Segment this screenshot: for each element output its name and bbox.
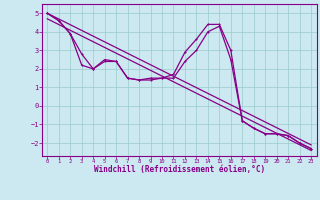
X-axis label: Windchill (Refroidissement éolien,°C): Windchill (Refroidissement éolien,°C) <box>94 165 265 174</box>
